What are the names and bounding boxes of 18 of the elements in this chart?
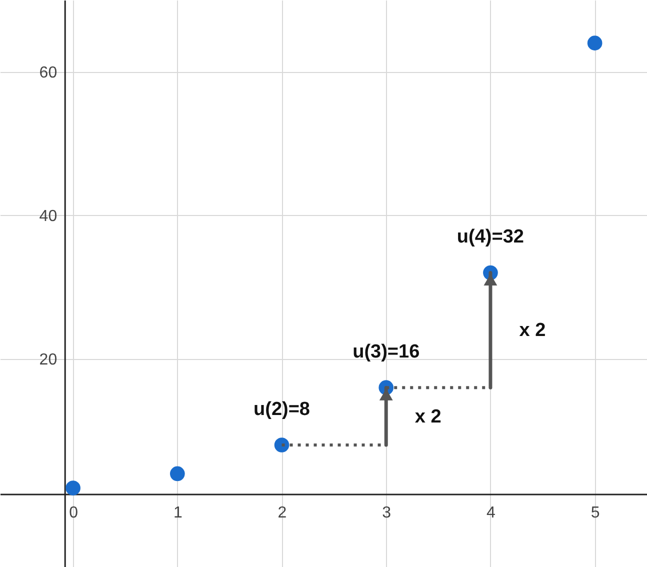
point — [170, 466, 185, 482]
point — [587, 36, 602, 50]
annotation: u(4)=32 — [456, 226, 524, 248]
point — [66, 480, 80, 496]
point — [274, 438, 290, 452]
x-tick-label: 2 — [278, 504, 287, 522]
y-tick-label: 60 — [39, 64, 58, 82]
x-tick-label: 0 — [69, 504, 78, 522]
annotation: x 2 — [414, 406, 442, 428]
x-tick-label: 5 — [590, 504, 600, 522]
x-tick-label: 3 — [382, 504, 392, 522]
y-tick-label: 40 — [39, 208, 58, 225]
x-tick-label: 4 — [486, 504, 496, 522]
annotation: u(2)=8 — [254, 398, 310, 420]
x-tick-label: 1 — [173, 504, 182, 522]
y-tick-label: 20 — [39, 351, 58, 368]
annotation: u(3)=16 — [352, 342, 420, 363]
annotation: x 2 — [519, 320, 546, 342]
